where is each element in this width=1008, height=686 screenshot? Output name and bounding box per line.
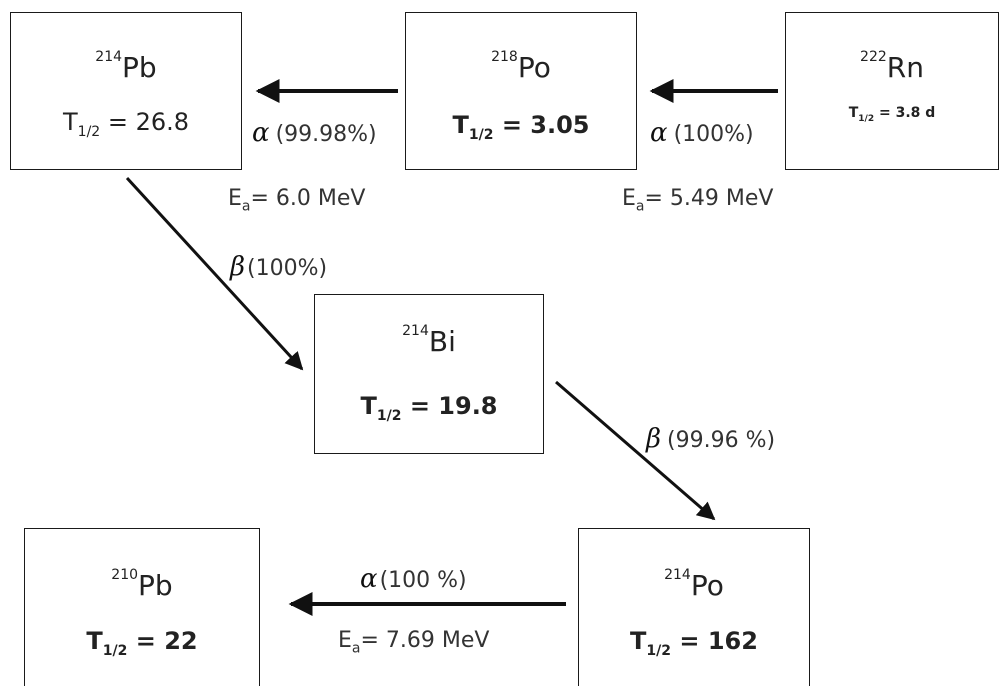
node-pb210: 210Pb T1/2 = 22 — [24, 528, 260, 686]
mass-number: 214 — [664, 567, 691, 583]
edge-label-pb214-to-bi214: β(100%) — [230, 252, 328, 282]
isotope-label: 222Rn — [786, 49, 998, 84]
half-life: T1/2 = 162 — [630, 627, 758, 659]
half-life: T1/2 = 22 — [86, 627, 198, 659]
arrow-pb214-to-bi214 — [125, 176, 304, 371]
half-life: T1/2 = 19.8 — [360, 392, 498, 424]
element-symbol: Pb — [138, 569, 173, 602]
node-bi214: 214Bi T1/2 = 19.8 — [314, 294, 544, 454]
element-symbol: Po — [517, 51, 551, 84]
mass-number: 210 — [111, 567, 139, 583]
element-symbol: Pb — [122, 51, 157, 84]
node-rn222: 222Rn T1/2 = 3.8 d — [785, 12, 999, 170]
edge-label-bi214-to-po214: β (99.96 %) — [646, 424, 776, 454]
energy-label-po218-to-pb214: Ea= 6.0 MeV — [228, 186, 366, 215]
element-symbol: Po — [690, 569, 724, 602]
element-symbol: Bi — [428, 325, 456, 358]
edge-label-po218-to-pb214: α (99.98%) — [252, 118, 377, 148]
isotope-label: 214Po — [579, 567, 809, 602]
half-life: T1/2 = 26.8 — [62, 108, 190, 140]
edge-label-po214-to-pb210: α(100 %) — [360, 564, 467, 594]
energy-label-po214-to-pb210: Ea= 7.69 MeV — [338, 628, 490, 657]
energy-label-rn-to-po218: Ea= 5.49 MeV — [622, 186, 774, 215]
arrow-bi214-to-po214 — [555, 380, 716, 521]
mass-number: 218 — [491, 49, 518, 65]
isotope-label: 214Bi — [315, 323, 543, 358]
isotope-label: 214Pb — [11, 49, 241, 84]
mass-number: 222 — [860, 49, 887, 65]
node-po218: 218Po T1/2 = 3.05 — [405, 12, 637, 170]
isotope-label: 210Pb — [25, 567, 259, 602]
half-life: T1/2 = 3.8 d — [848, 105, 936, 124]
mass-number: 214 — [95, 49, 123, 65]
isotope-label: 218Po — [406, 49, 636, 84]
node-po214: 214Po T1/2 = 162 — [578, 528, 810, 686]
node-pb214: 214Pb T1/2 = 26.8 — [10, 12, 242, 170]
element-symbol: Rn — [886, 51, 924, 84]
half-life: T1/2 = 3.05 — [452, 111, 590, 143]
mass-number: 214 — [402, 323, 429, 339]
edge-label-rn-to-po218: α (100%) — [650, 118, 754, 148]
